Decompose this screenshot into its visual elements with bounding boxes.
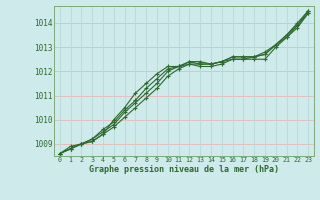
X-axis label: Graphe pression niveau de la mer (hPa): Graphe pression niveau de la mer (hPa) (89, 165, 279, 174)
